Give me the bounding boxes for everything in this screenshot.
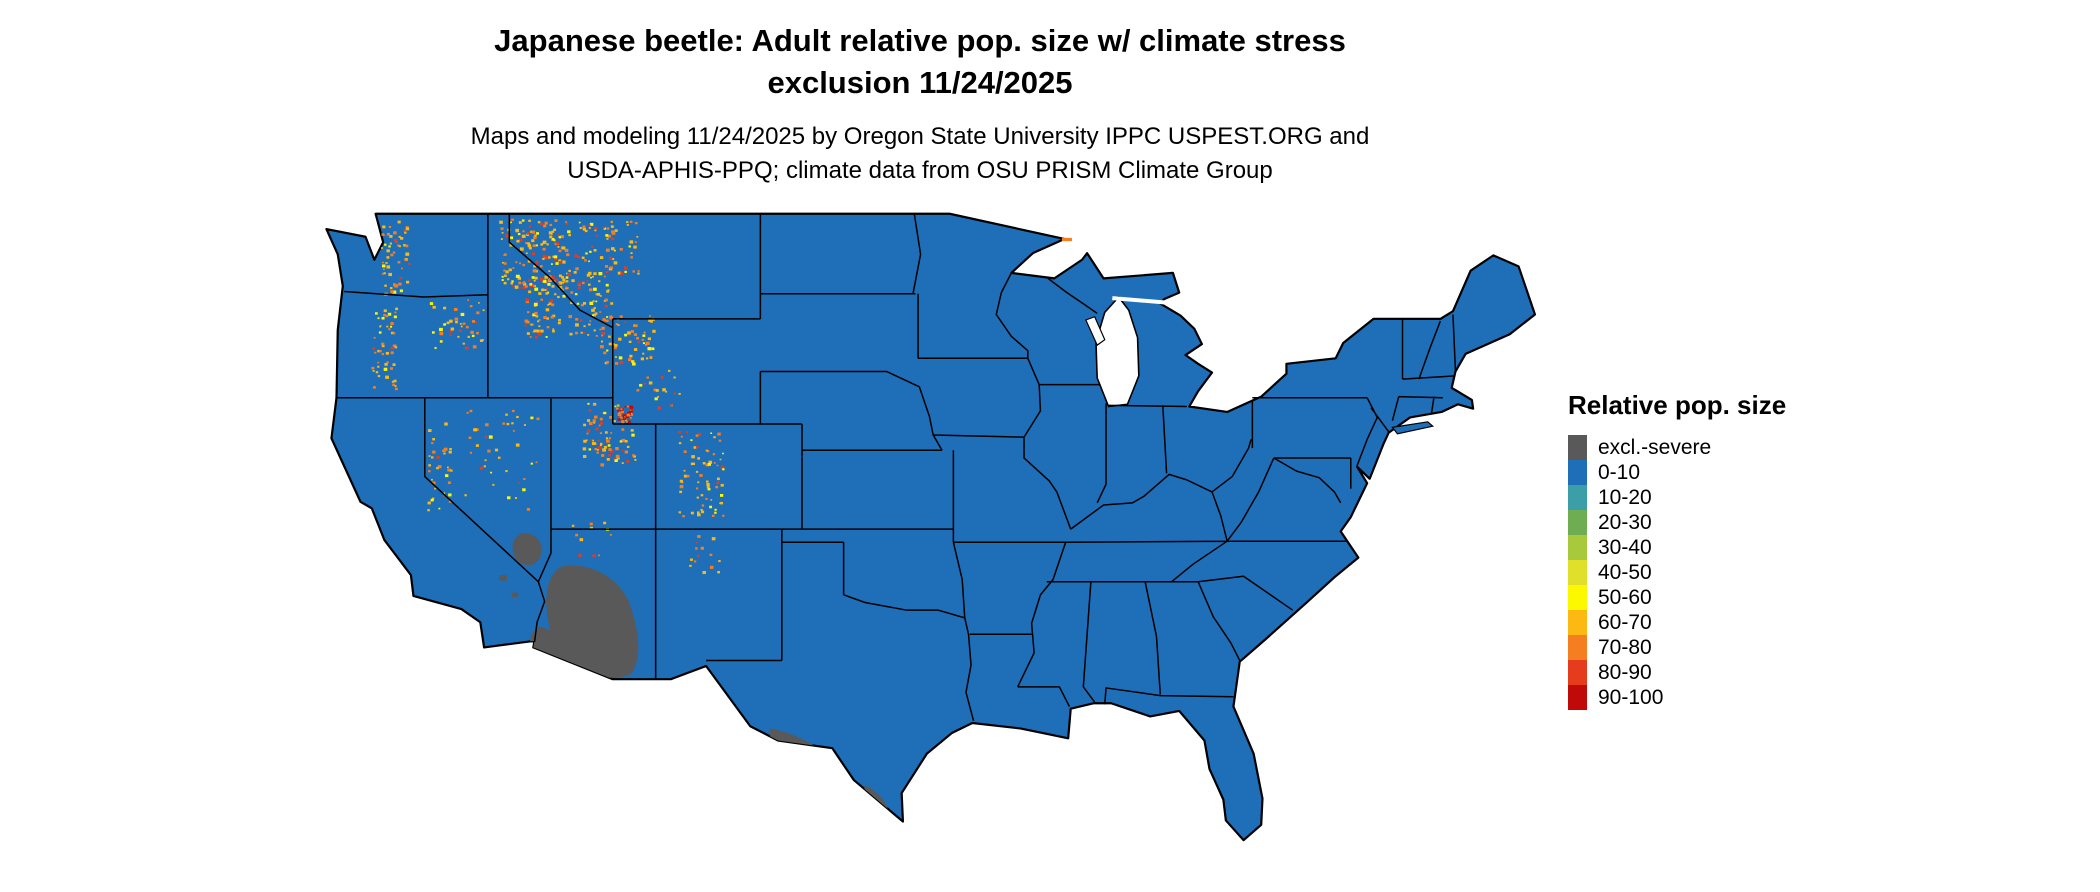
legend-item: 20-30 (1568, 510, 1868, 535)
legend-swatch (1568, 485, 1587, 510)
legend-item-label: excl.-severe (1598, 436, 1712, 459)
legend-swatch (1568, 435, 1587, 460)
page-title-line1: Japanese beetle: Adult relative pop. siz… (494, 23, 1346, 58)
legend-swatch (1568, 585, 1587, 610)
legend-item: 10-20 (1568, 485, 1868, 510)
legend-item: 40-50 (1568, 560, 1868, 585)
excluded-region (499, 575, 507, 581)
legend-item: 50-60 (1568, 585, 1868, 610)
legend-item-label: 10-20 (1598, 486, 1652, 509)
subtitle: Maps and modeling 11/24/2025 by Oregon S… (0, 120, 1840, 188)
legend-item: excl.-severe (1568, 435, 1868, 460)
legend-item-label: 30-40 (1598, 536, 1652, 559)
legend-item: 80-90 (1568, 660, 1868, 685)
legend-item-label: 60-70 (1598, 611, 1652, 634)
excluded-region (546, 565, 639, 678)
subtitle-line1: Maps and modeling 11/24/2025 by Oregon S… (470, 123, 1370, 150)
hotspot-speckles (371, 218, 725, 575)
legend-item-label: 40-50 (1598, 561, 1652, 584)
excluded-region (602, 662, 612, 669)
legend-item: 30-40 (1568, 535, 1868, 560)
header: Japanese beetle: Adult relative pop. siz… (0, 20, 1840, 188)
legend-item: 70-80 (1568, 635, 1868, 660)
legend-item: 0-10 (1568, 460, 1868, 485)
excluded-region (512, 533, 542, 566)
legend-swatch (1568, 460, 1587, 485)
us-landmass (326, 214, 1535, 840)
legend-items: excl.-severe 0-10 10-20 20-30 30-40 40-50 50-6… (1568, 435, 1868, 710)
long-island (1392, 422, 1432, 434)
excluded-region (511, 592, 519, 598)
legend-item: 60-70 (1568, 610, 1868, 635)
legend-swatch (1568, 660, 1587, 685)
state-borders (336, 214, 1455, 721)
legend-item-label: 0-10 (1598, 461, 1641, 484)
legend-swatch (1568, 535, 1587, 560)
green-bay (1086, 317, 1105, 345)
subtitle-line2: USDA-APHIS-PPQ; climate data from OSU PR… (567, 157, 1273, 184)
legend: Relative pop. size excl.-severe 0-10 10-20… (1568, 390, 1868, 710)
legend-swatch (1568, 685, 1587, 710)
legend-swatch (1568, 560, 1587, 585)
legend-item-label: 20-30 (1598, 511, 1652, 534)
mackinac-strait (1112, 298, 1165, 302)
legend-swatch (1568, 510, 1587, 535)
legend-title: Relative pop. size (1568, 390, 1787, 420)
legend-item-label: 80-90 (1598, 661, 1652, 684)
page-title-line2: exclusion 11/24/2025 (767, 65, 1073, 100)
legend-swatch (1568, 610, 1587, 635)
legend-item-label: 70-80 (1598, 636, 1652, 659)
superior-shore-mark (1061, 237, 1072, 242)
legend-item-label: 50-60 (1598, 586, 1652, 609)
legend-item-label: 90-100 (1598, 686, 1664, 709)
us-map-svg (310, 205, 1540, 873)
us-map (310, 205, 1540, 873)
legend-item: 90-100 (1568, 685, 1868, 710)
legend-swatch (1568, 635, 1587, 660)
